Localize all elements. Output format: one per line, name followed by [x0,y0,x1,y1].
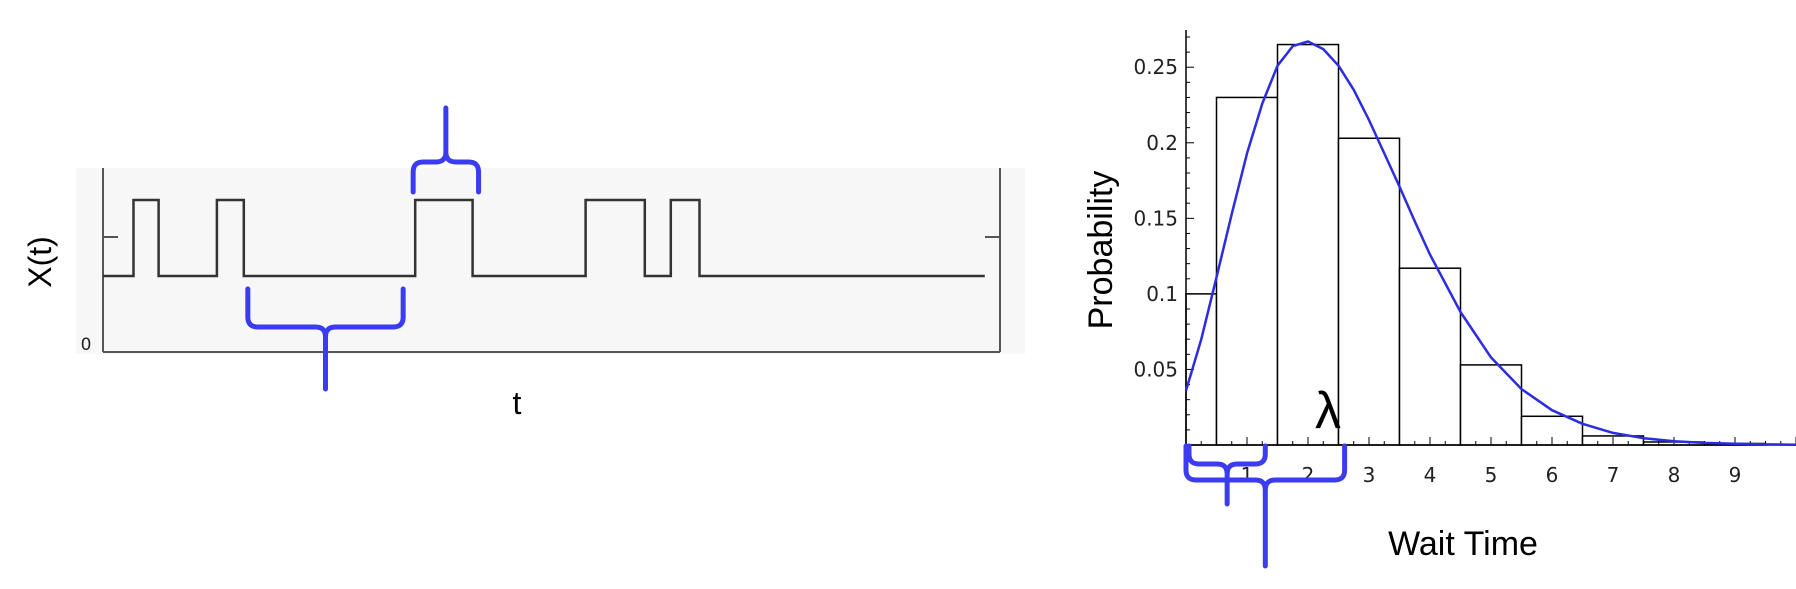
signal-y-axis-title: X(t) [22,236,58,288]
histogram-x-tick-label: 7 [1607,463,1620,487]
histogram-y-tick-label: 0.05 [1133,357,1178,381]
signal-line [103,198,985,278]
histogram-x-tick-label: 3 [1363,463,1376,487]
histogram-x-axis-title: Wait Time [1388,525,1538,563]
histogram-y-axis-title: Probability [1082,171,1120,330]
histogram-y-tick-label: 0.1 [1146,282,1178,306]
histogram-bars [1185,43,1767,446]
signal-x-axis-title: t [513,385,522,421]
histogram-bar [1337,137,1401,446]
histogram-x-tick-label: 6 [1546,463,1559,487]
histogram-x-tick-label: 4 [1424,463,1437,487]
signal-axes [102,168,1001,353]
histogram-x-tick-label: 1 [1241,463,1254,487]
pulse-width-brace [410,105,482,195]
histogram-bar [1398,267,1462,446]
density-curve [1184,40,1796,446]
histogram-curve-group [1184,40,1796,446]
large-interval-brace [1183,443,1348,569]
histogram-x-tick-label: 2 [1302,463,1315,487]
signal-trace [103,198,985,278]
signal-braces [245,105,482,392]
histogram-x-tick-label: 9 [1729,463,1742,487]
gap-brace [245,286,406,392]
histogram-bar [1459,364,1523,446]
histogram-y-tick-label: 0.2 [1146,131,1178,155]
histogram-x-tick-label: 5 [1485,463,1498,487]
lambda-label: λ [1315,382,1341,440]
histogram-y-tick-label: 0.25 [1133,55,1178,79]
histogram-braces [1183,443,1348,569]
signal-chart: 0 X(t) t [22,105,1025,421]
histogram-x-tick-label: 8 [1668,463,1681,487]
histogram-y-tick-label: 0.15 [1133,206,1178,230]
histogram-axes: 0.05 0.1 0.15 0.2 0.25 1 2 3 4 5 6 7 8 9 [1133,30,1796,487]
small-interval-brace [1186,443,1268,507]
histogram-chart: 0.05 0.1 0.15 0.2 0.25 1 2 3 4 5 6 7 8 9 λ Probabilit… [1082,30,1796,569]
signal-plot-background [76,168,1025,354]
signal-zero-tick-label: 0 [81,335,92,355]
